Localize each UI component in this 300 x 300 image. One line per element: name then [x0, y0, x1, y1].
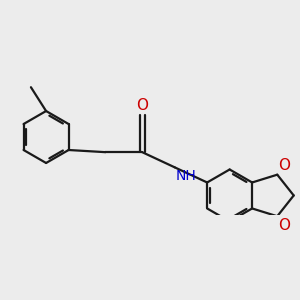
Text: O: O	[136, 98, 148, 113]
Text: O: O	[278, 218, 290, 232]
Text: O: O	[278, 158, 290, 173]
Text: NH: NH	[176, 169, 197, 183]
